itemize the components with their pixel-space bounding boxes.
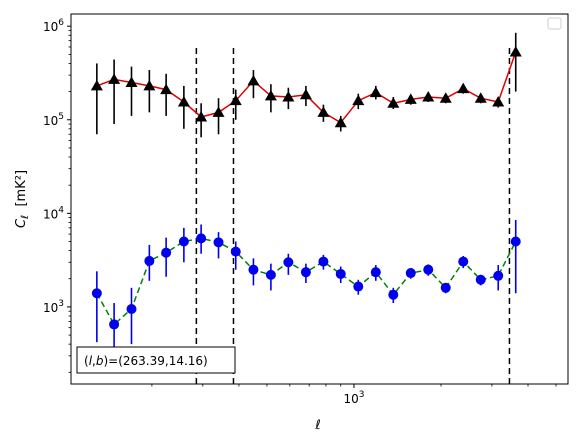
series-0-point-21 — [457, 82, 470, 94]
series-1-point-7 — [213, 237, 224, 248]
series-0-point-17 — [387, 97, 400, 108]
series-1 — [91, 219, 521, 352]
series-0-point-6 — [195, 111, 208, 122]
series-1-point-8 — [230, 246, 241, 257]
series-0-point-16 — [369, 86, 382, 98]
series-0-point-7 — [212, 106, 225, 117]
series-1-point-1 — [109, 319, 120, 330]
y-tick-label-0: 103 — [43, 299, 64, 315]
series-1-point-4 — [161, 247, 172, 258]
annotation-box — [76, 346, 236, 374]
series-0-point-4 — [160, 83, 173, 95]
series-1-point-14 — [335, 268, 346, 279]
x-axis-label: ℓ — [314, 418, 320, 433]
series-0-point-8 — [229, 94, 242, 106]
series-0-point-20 — [439, 92, 452, 103]
series-0-point-15 — [352, 94, 365, 106]
series-1-point-15 — [353, 281, 364, 292]
series-layer — [90, 32, 522, 352]
series-1-point-10 — [265, 269, 276, 280]
series-0-point-18 — [404, 93, 417, 104]
series-1-point-21 — [458, 256, 469, 267]
series-1-point-16 — [370, 267, 381, 278]
axis-ticks: 103 103 104 105 106 — [43, 18, 557, 406]
series-0-point-0 — [90, 79, 103, 91]
series-1-point-22 — [475, 274, 486, 285]
y-tick-label-1: 104 — [43, 205, 64, 221]
series-0-point-23 — [492, 95, 505, 107]
series-0-point-12 — [299, 88, 312, 100]
series-0-point-22 — [474, 92, 487, 103]
series-1-point-23 — [493, 270, 504, 281]
series-1-point-17 — [388, 289, 399, 300]
series-0-point-10 — [264, 89, 277, 101]
series-0-point-14 — [334, 116, 347, 128]
series-1-point-0 — [91, 288, 102, 299]
series-0-point-5 — [177, 95, 190, 107]
series-1-point-3 — [144, 255, 155, 266]
y-tick-label-2: 105 — [43, 112, 64, 128]
series-0-point-3 — [143, 79, 156, 91]
series-1-point-6 — [196, 233, 207, 244]
series-1-point-24 — [510, 236, 521, 247]
plot-frame — [70, 13, 569, 385]
annotation-text: (l,b)=(263.39,14.16) — [84, 354, 208, 368]
series-0-point-2 — [125, 76, 138, 88]
series-1-point-19 — [423, 264, 434, 275]
legend-box — [547, 17, 562, 30]
series-0-point-1 — [108, 73, 121, 84]
series-1-point-9 — [248, 264, 259, 275]
y-axis-label: Cℓ [mK²] — [14, 170, 31, 228]
series-1-point-11 — [283, 257, 294, 268]
series-0-point-9 — [247, 74, 260, 86]
series-0-point-13 — [317, 106, 330, 117]
series-0-point-19 — [422, 91, 435, 102]
series-1-point-2 — [126, 303, 137, 314]
series-1-point-20 — [440, 282, 451, 293]
y-tick-label-3: 106 — [43, 18, 64, 34]
series-1-point-5 — [178, 236, 189, 247]
plot-area — [71, 14, 568, 384]
series-1-point-12 — [300, 267, 311, 278]
x-tick-label-0: 103 — [343, 390, 364, 406]
series-1-point-18 — [405, 268, 416, 279]
series-0 — [90, 32, 522, 138]
series-0-point-24 — [509, 45, 522, 57]
series-0-point-11 — [282, 91, 295, 102]
series-1-point-13 — [318, 256, 329, 267]
annotation: (l,b)=(263.39,14.16) — [76, 346, 236, 374]
